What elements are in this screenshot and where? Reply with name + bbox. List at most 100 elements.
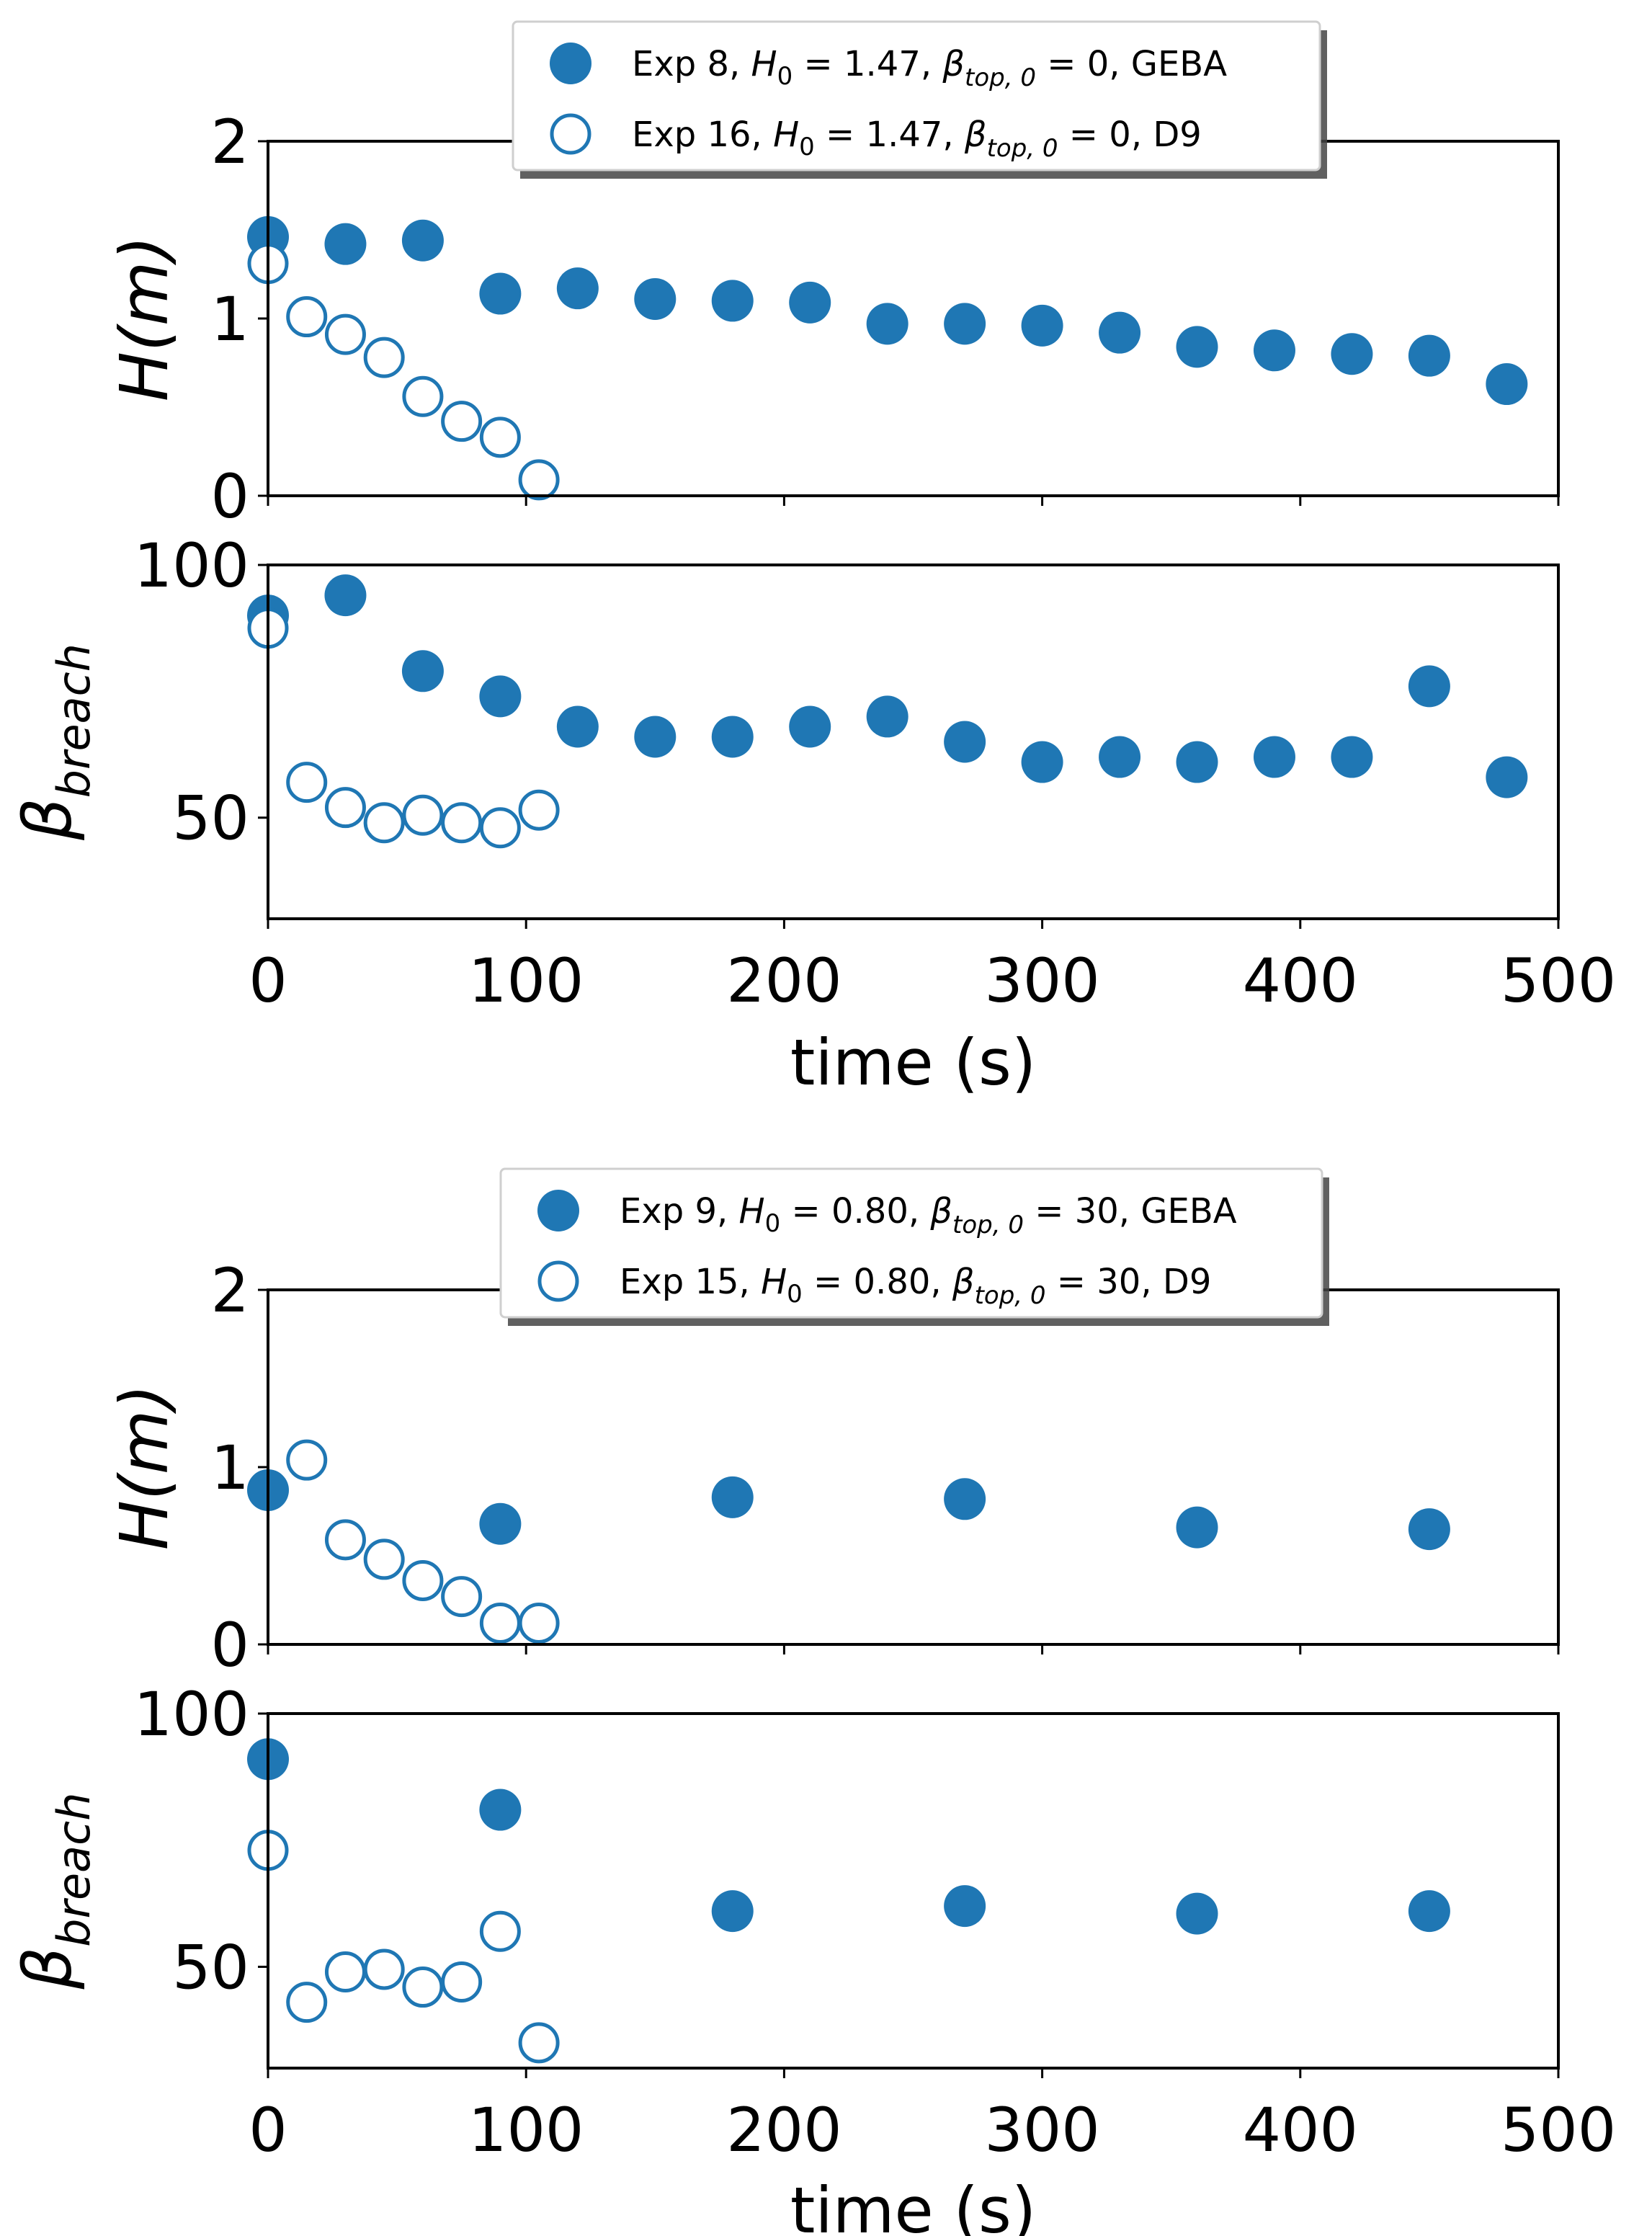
data-point (479, 1502, 522, 1545)
panel-bottom-pair-1: 50 100 0 100 200 300 400 500 βbreach (9, 1679, 1616, 2165)
data-point (1486, 756, 1528, 798)
x-tick-label: 300 (984, 945, 1099, 1016)
legend: Exp 8, H0 = 1.47, βtop, 0 = 0, GEBA Exp 1… (512, 20, 1327, 179)
y-tick-label: 0 (211, 1610, 249, 1680)
y-tick-label: 1 (211, 1433, 249, 1503)
data-point (711, 1476, 754, 1518)
data-point (1099, 311, 1141, 354)
y-tick-label: 2 (211, 1255, 249, 1326)
data-point (402, 794, 444, 836)
series-exp-9-geba (247, 1469, 1450, 1551)
data-point (1176, 1506, 1218, 1549)
legend-marker (537, 1260, 579, 1302)
y-tick-label: 2 (211, 107, 249, 177)
panel-top-pair-0: 0 1 2 H(m) (106, 107, 1560, 532)
data-point (441, 802, 483, 844)
data-point (711, 1890, 754, 1933)
y-axis-label: H(m) (106, 1384, 183, 1551)
data-point (1176, 1892, 1218, 1935)
data-point (441, 401, 483, 442)
x-tick-label: 0 (249, 945, 287, 1016)
legend-marker (550, 113, 591, 155)
data-point (518, 2022, 560, 2064)
data-point (324, 1519, 366, 1561)
legend-entry: Exp 8, H0 = 1.47, βtop, 0 = 0, GEBA (632, 44, 1227, 92)
data-point (518, 1602, 560, 1644)
data-point (789, 705, 831, 748)
legend-entry: Exp 16, H0 = 1.47, βtop, 0 = 0, D9 (632, 115, 1202, 163)
x-tick-label: 400 (1243, 945, 1358, 1016)
data-point (479, 675, 522, 718)
data-point (944, 721, 986, 763)
x-axis-label: time (s) (790, 1025, 1036, 1100)
data-point (1408, 665, 1450, 708)
data-point (479, 1602, 521, 1644)
y-tick-label: 50 (172, 1932, 249, 2003)
x-axis-label: time (s) (790, 2173, 1036, 2236)
y-tick-label: 1 (211, 284, 249, 355)
data-point (1486, 363, 1528, 406)
data-point (518, 459, 560, 501)
y-axis-label: βbreach (9, 643, 100, 841)
data-point (324, 313, 366, 355)
plot-frame (267, 140, 1560, 497)
series-exp-8-geba (247, 574, 1528, 798)
data-point (944, 1885, 986, 1928)
data-point (479, 807, 521, 849)
data-point (363, 802, 405, 844)
series-exp-8-geba (247, 215, 1528, 406)
x-tick-label: 100 (468, 945, 584, 1016)
legend-box (499, 1167, 1323, 1319)
legend-box (512, 20, 1321, 172)
legend-entry: Exp 15, H0 = 0.80, βtop, 0 = 30, D9 (620, 1262, 1211, 1310)
series-exp-15-d9 (247, 1830, 560, 2064)
legend-entry: Exp 9, H0 = 0.80, βtop, 0 = 30, GEBA (620, 1191, 1237, 1239)
data-point (866, 303, 908, 345)
data-point (324, 787, 366, 829)
data-point (324, 1951, 366, 1992)
data-point (479, 1910, 521, 1952)
x-tick-label: 400 (1243, 2095, 1358, 2165)
data-point (363, 337, 405, 378)
x-tick-label: 100 (468, 2095, 584, 2165)
data-point (518, 789, 560, 831)
x-tick-label: 500 (1501, 945, 1616, 1016)
y-tick-label: 50 (172, 783, 249, 854)
data-point (441, 1961, 483, 2003)
data-point (866, 695, 908, 738)
data-point (1253, 329, 1295, 372)
data-point (286, 1439, 328, 1481)
data-point (1331, 333, 1373, 375)
legend: Exp 9, H0 = 0.80, βtop, 0 = 30, GEBA Exp … (499, 1167, 1329, 1326)
plot-frame (267, 564, 1560, 920)
data-point (1099, 736, 1141, 778)
x-tick-label: 300 (984, 2095, 1099, 2165)
data-point (441, 1576, 483, 1618)
series-exp-9-geba (247, 1738, 1450, 1935)
data-point (479, 272, 522, 315)
data-point (1021, 741, 1063, 783)
data-point (401, 219, 444, 262)
data-point (1331, 736, 1373, 778)
data-point (401, 650, 444, 692)
y-axis-label: H(m) (106, 236, 183, 402)
x-tick-label: 0 (249, 2095, 287, 2165)
data-point (1021, 304, 1063, 347)
data-point (1253, 736, 1295, 778)
data-point (634, 277, 677, 320)
data-point (479, 417, 521, 458)
data-point (363, 1948, 405, 1990)
legend-marker (537, 1190, 579, 1231)
data-point (402, 375, 444, 417)
data-point (556, 267, 599, 310)
panel-top-pair-1: 50 100 0 100 200 300 400 500 βbreach (9, 530, 1616, 1016)
y-tick-label: 100 (134, 530, 249, 601)
data-point (286, 296, 328, 338)
panel-bottom-pair-0: 0 1 2 H(m) (106, 1255, 1560, 1680)
legend-marker (550, 43, 591, 84)
plot-frame (267, 1712, 1560, 2070)
series-exp-16-d9 (247, 607, 560, 849)
data-point (711, 280, 754, 322)
